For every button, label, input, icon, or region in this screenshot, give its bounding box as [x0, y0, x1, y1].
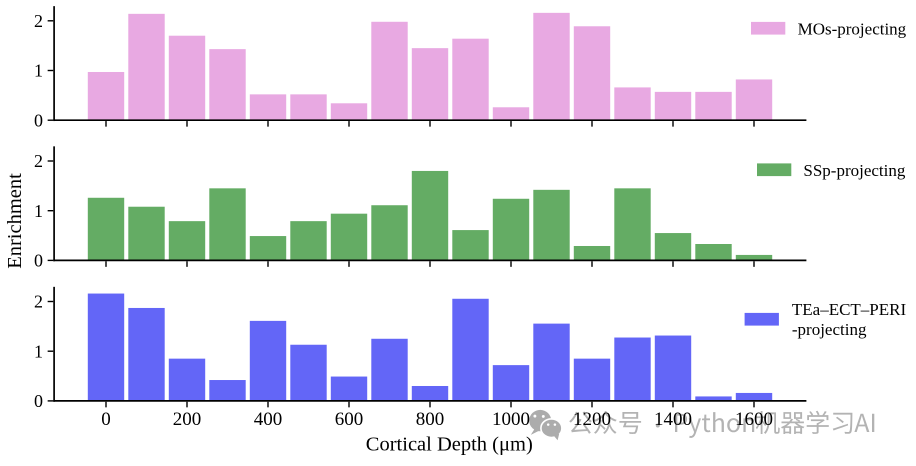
svg-text:0: 0 — [101, 409, 111, 430]
svg-text:1600: 1600 — [735, 409, 773, 430]
svg-text:Enrichment: Enrichment — [4, 173, 26, 269]
svg-text:-projecting: -projecting — [792, 320, 867, 339]
svg-text:1: 1 — [34, 341, 43, 361]
svg-text:MOs-projecting: MOs-projecting — [798, 20, 907, 39]
svg-text:1400: 1400 — [654, 409, 692, 430]
svg-text:TEa–ECT–PERI: TEa–ECT–PERI — [792, 300, 907, 319]
svg-text:200: 200 — [173, 409, 202, 430]
svg-text:600: 600 — [335, 409, 364, 430]
svg-text:0: 0 — [34, 391, 43, 411]
svg-text:Cortical Depth (μm): Cortical Depth (μm) — [366, 433, 533, 455]
svg-text:800: 800 — [416, 409, 445, 430]
svg-text:1000: 1000 — [492, 409, 530, 430]
svg-text:2: 2 — [34, 11, 43, 31]
svg-text:400: 400 — [254, 409, 283, 430]
svg-text:SSp-projecting: SSp-projecting — [803, 161, 905, 180]
svg-text:1200: 1200 — [573, 409, 611, 430]
svg-text:2: 2 — [34, 151, 43, 171]
svg-text:2: 2 — [34, 292, 43, 312]
svg-text:1: 1 — [34, 201, 43, 221]
svg-text:1: 1 — [34, 61, 43, 81]
svg-text:0: 0 — [34, 110, 43, 130]
svg-text:0: 0 — [34, 251, 43, 271]
